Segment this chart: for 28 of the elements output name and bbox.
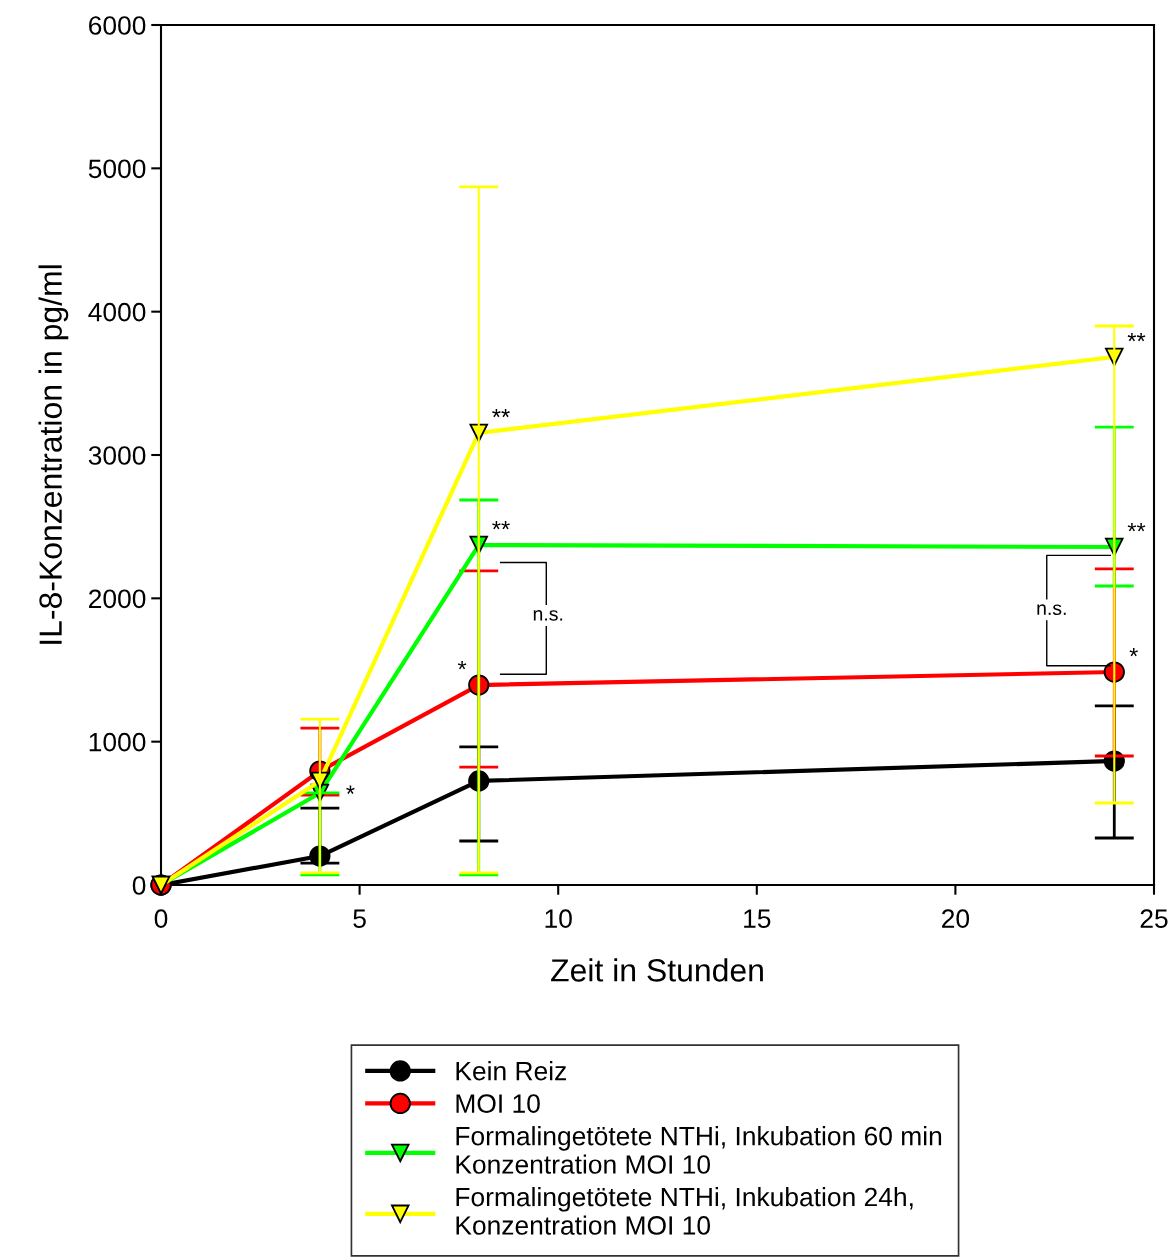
- y-tick-label: 4000: [88, 302, 146, 322]
- annotation: **: [1127, 522, 1146, 532]
- y-tick-label: 5000: [88, 159, 146, 179]
- x-tick-label: 10: [545, 909, 572, 928]
- y-tick-label: 1000: [89, 732, 146, 752]
- x-tick-label: 5: [353, 909, 366, 928]
- annotation: *: [346, 785, 355, 794]
- annotation: *: [457, 661, 467, 670]
- y-tick-label: 6000: [89, 16, 146, 35]
- x-tick-label: 15: [744, 909, 771, 928]
- annotation: **: [1127, 332, 1146, 342]
- legend-label: Formalingetötete NTHi, Inkubation 24h, Konzentration MOI 10: [456, 1187, 913, 1235]
- annotation: n.s.: [1037, 604, 1066, 616]
- annotation: **: [492, 408, 510, 418]
- y-tick-label: 2000: [89, 589, 146, 609]
- x-axis-title: Zeit in Stunden: [551, 958, 763, 982]
- y-axis-title: IL-8-Konzentration in pg/ml: [38, 265, 69, 644]
- annotation: *: [1129, 647, 1138, 657]
- annotation: n.s.: [533, 610, 563, 621]
- legend-label: Formalingetötete NTHi, Inkubation 60 min Konzentration MOI 10: [456, 1126, 942, 1174]
- x-tick-label: 20: [942, 909, 970, 928]
- legend-label: Kein Reiz: [456, 1061, 566, 1081]
- y-tick-label: 0: [132, 876, 146, 895]
- y-tick-label: 3000: [88, 446, 146, 465]
- legend-label: MOI 10: [456, 1094, 540, 1113]
- annotation: **: [492, 520, 510, 530]
- x-tick-label: 0: [154, 909, 168, 928]
- x-tick-label: 25: [1140, 909, 1168, 928]
